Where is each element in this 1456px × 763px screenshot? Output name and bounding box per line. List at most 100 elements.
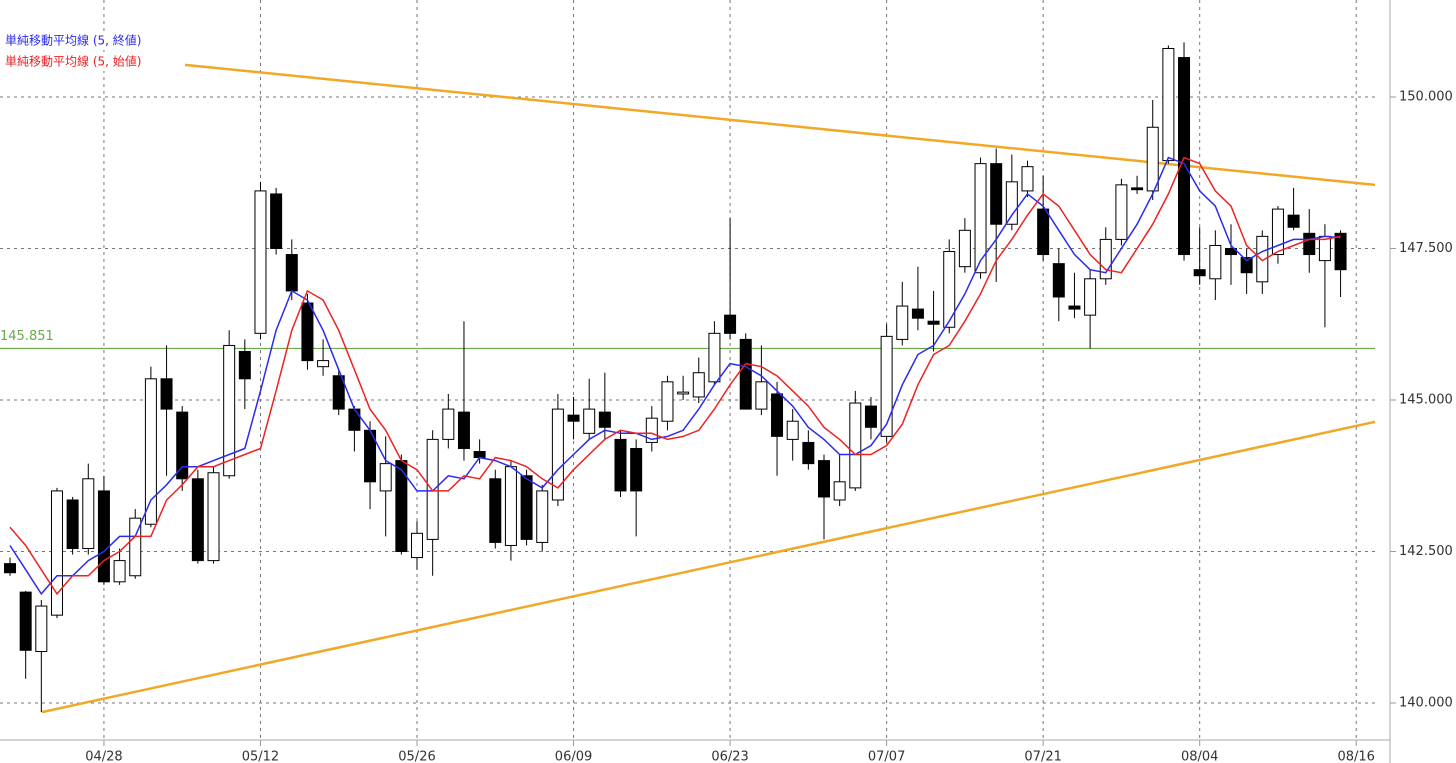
candle-body bbox=[943, 251, 956, 328]
candle-body bbox=[927, 320, 940, 325]
candle-body bbox=[974, 163, 987, 274]
candle-body bbox=[1068, 305, 1081, 310]
candle-body bbox=[348, 408, 361, 431]
candle-body bbox=[191, 478, 204, 562]
candle-body bbox=[35, 605, 48, 653]
candle-body bbox=[990, 163, 1003, 225]
candle-body bbox=[1303, 232, 1316, 256]
candle-body bbox=[1162, 47, 1175, 162]
candle-body bbox=[802, 441, 815, 465]
candle-body bbox=[1099, 238, 1112, 280]
candle-body bbox=[379, 463, 392, 492]
candle-body bbox=[583, 408, 596, 434]
candle-body bbox=[97, 490, 110, 583]
candle-body bbox=[771, 393, 784, 437]
candle-body bbox=[332, 375, 345, 410]
candle-body bbox=[817, 460, 830, 498]
moving-average-line bbox=[9, 156, 1341, 596]
candle-body bbox=[144, 378, 157, 525]
x-tick-label: 07/07 bbox=[868, 750, 905, 763]
candle-body bbox=[833, 481, 846, 501]
candle-body bbox=[317, 360, 330, 368]
candle-body bbox=[1193, 269, 1206, 277]
candle-body bbox=[567, 414, 580, 422]
x-tick-label: 07/21 bbox=[1024, 750, 1061, 763]
candle-body bbox=[50, 490, 63, 616]
candle-body bbox=[1021, 166, 1034, 192]
x-tick-label: 06/23 bbox=[711, 750, 748, 763]
candle-body bbox=[301, 302, 314, 362]
x-tick-label: 05/12 bbox=[242, 750, 279, 763]
candle-body bbox=[1146, 126, 1159, 192]
candle-body bbox=[739, 338, 752, 410]
candle-body bbox=[880, 335, 893, 437]
y-tick-label: 142.500 bbox=[1399, 544, 1453, 559]
candle-body bbox=[285, 254, 298, 292]
candle-body bbox=[223, 344, 236, 477]
level-label: 145.851 bbox=[0, 329, 54, 344]
candle-body bbox=[708, 332, 721, 383]
trendline bbox=[41, 420, 1376, 714]
candle-body bbox=[1052, 263, 1065, 298]
candle-body bbox=[630, 447, 643, 492]
x-tick-label: 08/16 bbox=[1337, 750, 1374, 763]
candle-body bbox=[82, 478, 95, 549]
candle-body bbox=[614, 438, 627, 492]
candle-body bbox=[442, 408, 455, 440]
moving-average-line bbox=[9, 156, 1341, 596]
candle-body bbox=[270, 193, 283, 249]
candle-body bbox=[520, 475, 533, 540]
candle-body bbox=[1334, 232, 1347, 271]
y-tick-label: 145.000 bbox=[1399, 393, 1453, 408]
candle-body bbox=[254, 190, 267, 334]
candle-body bbox=[536, 490, 549, 543]
candle-body bbox=[958, 229, 971, 268]
candle-body bbox=[911, 308, 924, 319]
legend-bg bbox=[0, 52, 178, 71]
candle-body bbox=[1256, 235, 1269, 283]
legend-bg bbox=[0, 31, 178, 50]
candle-body bbox=[1005, 181, 1018, 225]
y-tick-label: 150.000 bbox=[1399, 89, 1453, 104]
candle-body bbox=[1271, 208, 1284, 256]
candle-body bbox=[66, 499, 79, 549]
candle-body bbox=[1084, 278, 1097, 316]
candle-body bbox=[489, 478, 502, 543]
candle-body bbox=[1178, 57, 1191, 256]
candle-body bbox=[176, 411, 189, 480]
candle-body bbox=[692, 372, 705, 398]
candle-body bbox=[1115, 184, 1128, 240]
candle-body bbox=[411, 532, 424, 559]
candle-body bbox=[4, 563, 17, 574]
candle-body bbox=[1131, 187, 1144, 191]
candle-body bbox=[1287, 214, 1300, 228]
candle-body bbox=[896, 305, 909, 340]
candle-body bbox=[551, 408, 564, 501]
x-tick-label: 04/28 bbox=[85, 750, 122, 763]
candle-body bbox=[1037, 208, 1050, 256]
candle-body bbox=[645, 417, 658, 443]
candle-body bbox=[677, 391, 690, 395]
legend-entry: 単純移動平均線 (5, 終値) bbox=[5, 33, 141, 48]
candle-body bbox=[864, 405, 877, 428]
y-tick-label: 140.000 bbox=[1399, 696, 1453, 711]
candle-body bbox=[661, 381, 674, 422]
candle-body bbox=[1209, 244, 1222, 280]
x-tick-label: 08/04 bbox=[1181, 750, 1218, 763]
candle-body bbox=[19, 591, 32, 651]
trendline bbox=[184, 63, 1376, 187]
candle-body bbox=[238, 351, 251, 380]
candle-body bbox=[207, 472, 220, 562]
candle-body bbox=[473, 451, 486, 459]
candle-body bbox=[724, 314, 737, 334]
x-tick-label: 06/09 bbox=[555, 750, 592, 763]
legend-entry: 単純移動平均線 (5, 始値) bbox=[5, 54, 141, 69]
candle-body bbox=[786, 420, 799, 440]
candle-body bbox=[426, 438, 439, 540]
candle-body bbox=[598, 411, 611, 428]
candle-body bbox=[849, 402, 862, 489]
candle-body bbox=[1240, 257, 1253, 274]
candle-body bbox=[504, 466, 517, 546]
candle-body bbox=[457, 411, 470, 449]
